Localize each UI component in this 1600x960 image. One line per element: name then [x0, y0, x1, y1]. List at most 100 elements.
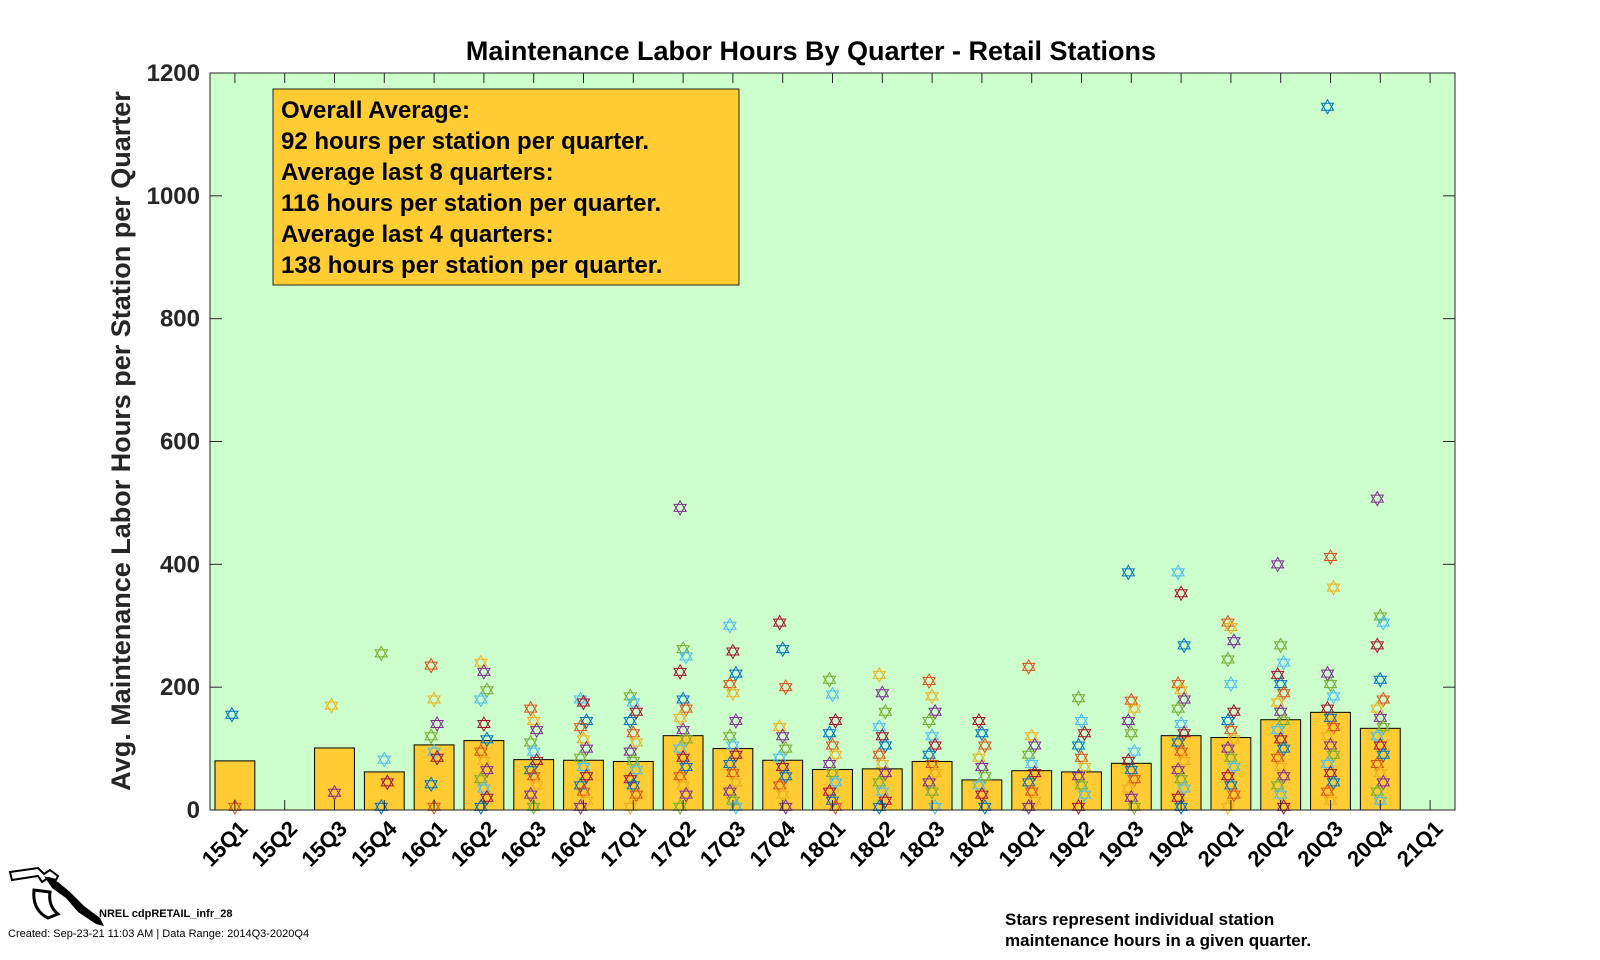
station-star: [1177, 691, 1192, 708]
station-star: [1174, 585, 1189, 602]
x-tick-label: 17Q1: [595, 816, 651, 872]
station-star: [1326, 579, 1341, 596]
station-star: [828, 774, 843, 791]
station-star: [529, 752, 544, 769]
x-tick-label: 19Q1: [993, 816, 1049, 872]
x-tick-label: 17Q2: [645, 816, 701, 872]
annotation-line: 116 hours per station per quarter.: [281, 190, 661, 217]
station-star: [1373, 671, 1388, 688]
station-star: [1376, 719, 1391, 736]
bars-group: [214, 711, 1401, 811]
station-star: [324, 697, 339, 714]
annotation-box: Overall Average: 92 hours per station pe…: [272, 88, 740, 286]
footer-note: Stars represent individual station: [1005, 910, 1274, 929]
station-star: [1326, 688, 1341, 705]
station-star: [327, 784, 342, 801]
y-tick-label: 1200: [147, 60, 200, 87]
station-star: [430, 749, 445, 766]
station-star: [529, 777, 544, 794]
station-star: [523, 700, 538, 717]
station-star: [377, 751, 392, 768]
station-star: [1276, 712, 1291, 729]
station-star: [476, 716, 491, 733]
station-star: [1071, 737, 1086, 754]
station-star: [679, 731, 694, 748]
y-tick-label: 1000: [147, 183, 200, 210]
station-star: [1121, 712, 1136, 729]
annotation-line: Average last 4 quarters:: [281, 221, 554, 248]
station-star: [679, 759, 694, 776]
x-tick-label: 17Q3: [695, 816, 751, 872]
stars-group: [224, 98, 1391, 815]
station-star: [1171, 564, 1186, 581]
station-star: [1323, 548, 1338, 565]
station-star: [977, 768, 992, 785]
station-star: [1071, 690, 1086, 707]
station-star: [1370, 490, 1385, 507]
station-star: [878, 765, 893, 782]
y-tick-label: 800: [160, 306, 200, 333]
annotation-line: Average last 8 quarters:: [281, 159, 554, 186]
station-star: [1276, 740, 1291, 757]
station-star: [928, 703, 943, 720]
footer-created: Created: Sep-23-21 11:03 AM | Data Range…: [8, 928, 309, 940]
x-tick-label: 16Q4: [545, 815, 601, 871]
station-star: [772, 614, 787, 631]
x-tick-label: 20Q3: [1292, 816, 1348, 872]
station-star: [1273, 786, 1288, 803]
station-star: [623, 712, 638, 729]
station-star: [1376, 774, 1391, 791]
station-star: [775, 786, 790, 803]
station-star: [629, 786, 644, 803]
station-star: [629, 703, 644, 720]
station-star: [1320, 665, 1335, 682]
station-star: [1226, 633, 1241, 650]
station-star: [579, 768, 594, 785]
x-tick-label: 18Q2: [844, 816, 900, 872]
station-star: [1226, 703, 1241, 720]
station-star: [1121, 564, 1136, 581]
y-tick-label: 400: [160, 551, 200, 578]
station-star: [479, 682, 494, 699]
station-star: [925, 783, 940, 800]
station-star: [1226, 731, 1241, 748]
station-star: [1021, 658, 1036, 675]
station-star: [974, 725, 989, 742]
station-star: [1124, 725, 1139, 742]
station-star: [1270, 556, 1285, 573]
x-tick-label: 18Q4: [944, 815, 1000, 871]
station-star: [775, 641, 790, 658]
x-tick-label: 19Q4: [1143, 815, 1199, 871]
annotation-line: Overall Average:: [281, 97, 470, 124]
x-tick-label: 19Q2: [1043, 816, 1099, 872]
station-star: [1226, 786, 1241, 803]
station-star: [1326, 746, 1341, 763]
x-tick-label: 18Q1: [794, 816, 850, 872]
x-tick-label: 16Q2: [446, 816, 502, 872]
x-tick-label: 19Q3: [1093, 816, 1149, 872]
station-star: [1370, 637, 1385, 654]
x-tick-label: 20Q4: [1342, 815, 1398, 871]
station-star: [825, 686, 840, 703]
x-tick-label: 20Q2: [1242, 816, 1298, 872]
y-tick-label: 0: [187, 797, 200, 824]
station-star: [573, 691, 588, 708]
station-star: [928, 737, 943, 754]
y-axis: 0 200 400 600 800 1000 1200: [147, 60, 1455, 824]
station-star: [1171, 700, 1186, 717]
x-tick-label: 16Q3: [495, 816, 551, 872]
station-star: [1127, 743, 1142, 760]
station-star: [424, 776, 439, 793]
station-star: [629, 762, 644, 779]
station-star: [778, 679, 793, 696]
station-star: [673, 709, 688, 726]
station-star: [1326, 774, 1341, 791]
station-star: [778, 768, 793, 785]
station-star: [1127, 700, 1142, 717]
station-star: [922, 712, 937, 729]
station-star: [673, 663, 688, 680]
station-star: [728, 665, 743, 682]
station-star: [473, 691, 488, 708]
x-tick-label: 15Q1: [197, 816, 253, 872]
